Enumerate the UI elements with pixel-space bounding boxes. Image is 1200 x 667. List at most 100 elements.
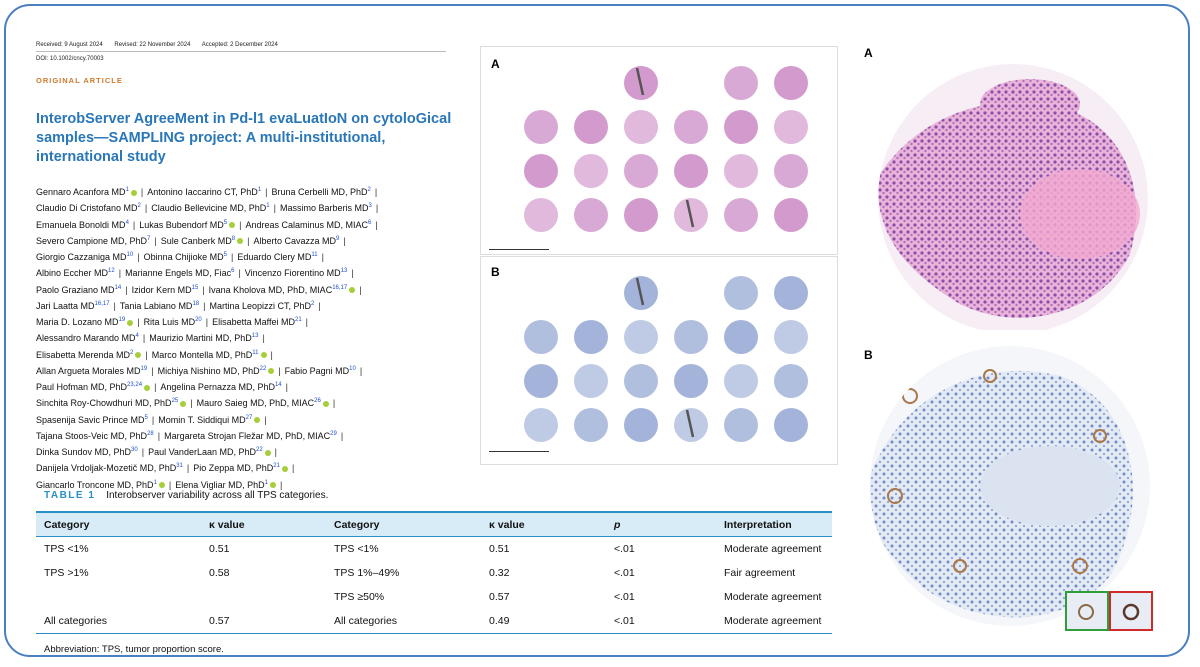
affiliation-number[interactable]: 30 (131, 447, 138, 453)
orcid-icon[interactable] (135, 352, 142, 359)
affiliation-number[interactable]: 13 (251, 333, 259, 340)
affiliation-number[interactable]: 22 (255, 447, 263, 453)
affiliation-number[interactable]: 5 (223, 252, 227, 258)
orcid-icon[interactable] (130, 189, 137, 196)
orcid-icon[interactable] (322, 400, 329, 407)
affiliation-number[interactable]: 18 (192, 300, 200, 307)
affiliation-number[interactable]: 10 (126, 252, 134, 258)
author-name[interactable]: Margareta Strojan Fležar MD, PhD, MIAC (164, 430, 331, 441)
affiliation-number[interactable]: 1 (264, 479, 268, 486)
author-name[interactable]: Paul Hofman MD, PhD (36, 382, 128, 392)
author-name[interactable]: Severo Campione MD, PhD (36, 235, 148, 246)
author-name[interactable]: Maria D. Lozano MD (36, 317, 119, 327)
author-name[interactable]: Antonino Iaccarino CT, PhD (147, 187, 258, 197)
author-name[interactable]: Tajana Stoos-Veic MD, PhD (36, 430, 148, 441)
affiliation-number[interactable]: 29 (330, 430, 337, 437)
author-name[interactable]: Mauro Saieg MD, PhD, MIAC (196, 398, 315, 409)
orcid-icon[interactable] (229, 222, 236, 229)
author-name[interactable]: Alessandro Marando MD (36, 333, 136, 344)
author-name[interactable]: Elena Vigliar MD, PhD (175, 479, 265, 490)
affiliation-number[interactable]: 21 (294, 317, 302, 323)
author-name[interactable]: Giancarlo Troncone MD, PhD (36, 479, 154, 490)
affiliation-number[interactable]: 14 (274, 382, 282, 388)
affiliation-number[interactable]: 6 (368, 219, 372, 226)
author-name[interactable]: Eduardo Clery MD (237, 252, 312, 262)
author-name[interactable]: Sule Canberk MD (160, 235, 232, 246)
author-name[interactable]: Lukas Bubendorf MD (139, 219, 224, 230)
orcid-icon[interactable] (158, 482, 165, 489)
author-name[interactable]: Dinka Sundov MD, PhD (36, 447, 132, 457)
author-name[interactable]: Spasenija Savic Prince MD (36, 414, 145, 425)
author-name[interactable]: Rita Luis MD (143, 317, 196, 327)
affiliation-number[interactable]: 10 (349, 365, 356, 372)
affiliation-number[interactable]: 4 (125, 219, 129, 226)
affiliation-number[interactable]: 15 (191, 284, 199, 291)
orcid-icon[interactable] (127, 319, 134, 326)
author-name[interactable]: Alberto Cavazza MD (253, 235, 336, 246)
orcid-icon[interactable] (237, 238, 244, 245)
affiliation-number[interactable]: 20 (195, 317, 202, 323)
orcid-icon[interactable] (268, 368, 275, 375)
author-name[interactable]: Maurizio Martini MD, PhD (149, 333, 252, 344)
affiliation-number[interactable]: 26 (314, 398, 321, 405)
author-name[interactable]: Allan Argueta Morales MD (36, 365, 141, 376)
author-name[interactable]: Andreas Calaminus MD, MIAC (245, 219, 369, 230)
author-name[interactable]: Michiya Nishino MD, PhD (157, 365, 260, 376)
author-name[interactable]: Claudio Di Cristofano MD (36, 203, 138, 214)
orcid-icon[interactable] (349, 287, 356, 294)
author-name[interactable]: Danijela Vrdoljak-Mozetič MD, PhD (36, 463, 177, 474)
orcid-icon[interactable] (180, 400, 187, 407)
author-name[interactable]: Pio Zeppa MD, PhD (193, 463, 274, 474)
affiliation-number[interactable]: 21 (273, 463, 280, 470)
author-name[interactable]: Emanuela Bonoldi MD (36, 219, 126, 230)
author-name[interactable]: Elisabetta Merenda MD (36, 349, 131, 360)
author-name[interactable]: Marianne Engels MD, Fiac (125, 268, 232, 279)
affiliation-number[interactable]: 27 (245, 414, 253, 421)
author-name[interactable]: Paul VanderLaan MD, PhD (148, 447, 256, 457)
affiliation-number[interactable]: 7 (147, 235, 151, 242)
affiliation-number[interactable]: 1 (266, 203, 270, 210)
author-name[interactable]: Paolo Graziano MD (36, 284, 115, 295)
author-name[interactable]: Sinchita Roy-Chowdhuri MD, PhD (36, 398, 172, 409)
author-name[interactable]: Tania Labiano MD (119, 300, 193, 311)
author-name[interactable]: Claudio Bellevicine MD, PhD (151, 203, 267, 214)
affiliation-number[interactable]: 22 (259, 365, 267, 372)
affiliation-number[interactable]: 2 (311, 300, 315, 307)
orcid-icon[interactable] (281, 465, 288, 472)
affiliation-number[interactable]: 19 (118, 317, 126, 323)
affiliation-number[interactable]: 19 (140, 365, 148, 372)
affiliation-number[interactable]: 16,17 (332, 284, 348, 291)
author-name[interactable]: Momin T. Siddiqui MD (158, 414, 246, 425)
affiliation-number[interactable]: 5 (144, 414, 148, 421)
author-name[interactable]: Gennaro Acanfora MD (36, 187, 126, 197)
author-name[interactable]: Marco Montella MD, PhD (151, 349, 253, 360)
affiliation-number[interactable]: 2 (137, 203, 141, 210)
author-name[interactable]: Angelina Pernazza MD, PhD (160, 382, 275, 392)
affiliation-number[interactable]: 11 (311, 252, 318, 258)
affiliation-number[interactable]: 2 (367, 187, 371, 193)
affiliation-number[interactable]: 25 (171, 398, 179, 405)
orcid-icon[interactable] (144, 384, 151, 391)
affiliation-number[interactable]: 3 (368, 203, 372, 210)
orcid-icon[interactable] (260, 352, 267, 359)
affiliation-number[interactable]: 2 (130, 349, 134, 356)
affiliation-number[interactable]: 13 (340, 268, 348, 275)
author-name[interactable]: Ivana Kholova MD, PhD, MIAC (208, 284, 333, 295)
author-name[interactable]: Elisabetta Maffei MD (212, 317, 295, 327)
affiliation-number[interactable]: 23,24 (127, 382, 143, 388)
author-name[interactable]: Giorgio Cazzaniga MD (36, 252, 127, 262)
affiliation-number[interactable]: 11 (252, 349, 259, 356)
orcid-icon[interactable] (264, 449, 271, 456)
affiliation-number[interactable]: 1 (153, 479, 157, 486)
author-name[interactable]: Obinna Chijioke MD (143, 252, 224, 262)
affiliation-number[interactable]: 8 (231, 235, 236, 242)
affiliation-number[interactable]: 1 (257, 187, 262, 193)
author-name[interactable]: Izidor Kern MD (131, 284, 192, 295)
orcid-icon[interactable] (269, 482, 276, 489)
author-name[interactable]: Martina Leopizzi CT, PhD (209, 300, 312, 311)
affiliation-number[interactable]: 4 (135, 333, 139, 340)
author-name[interactable]: Fabio Pagni MD (284, 365, 350, 376)
affiliation-number[interactable]: 16,17 (94, 300, 110, 307)
affiliation-number[interactable]: 14 (114, 284, 122, 291)
affiliation-number[interactable]: 28 (147, 430, 154, 437)
